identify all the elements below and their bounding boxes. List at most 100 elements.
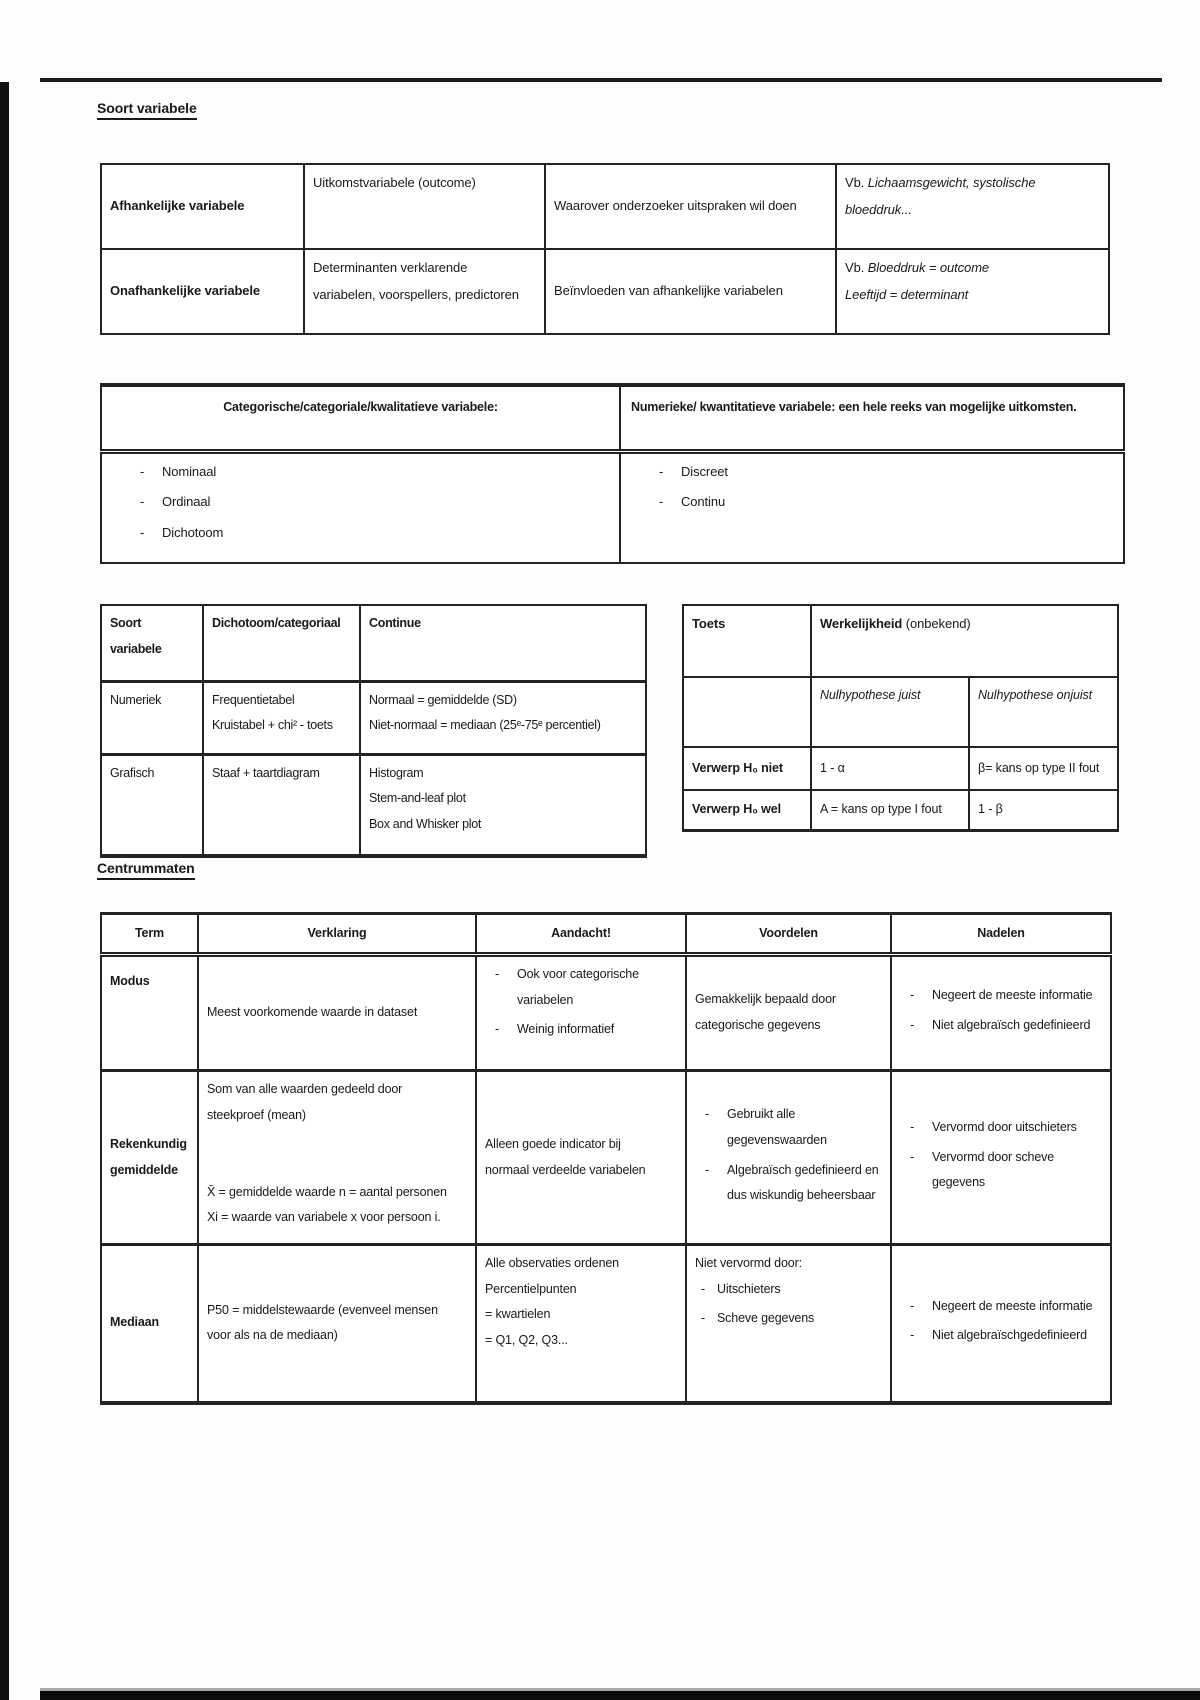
voordelen-list: Uitschieters Scheve gegevens [695, 1277, 882, 1332]
table-row: Nominaal Ordinaal Dichotoom Discreet Con… [100, 450, 1125, 564]
page-bottom-shade [40, 1688, 1200, 1691]
subheader-null-onjuist: Nulhypothese onjuist [967, 676, 1120, 748]
table-row: Numeriek Frequentietabel Kruistabel + ch… [100, 680, 647, 755]
cell-voordelen: Niet vervormd door: Uitschieters Scheve … [685, 1243, 892, 1405]
page-edge-left [0, 82, 9, 1700]
central-tendency-table: Term Verklaring Aandacht! Voordelen Nade… [100, 912, 1112, 1405]
categorical-list: Nominaal Ordinaal Dichotoom [130, 459, 611, 547]
presentation-table: Soort variabele Dichotoom/categoriaal Co… [100, 604, 647, 858]
list-item: Ook voor categorische variabelen [489, 962, 677, 1013]
cell-example: Vb. Bloeddruk = outcome Leeftijd = deter… [835, 248, 1110, 335]
table-row: Soort variabele Dichotoom/categoriaal Co… [100, 604, 647, 683]
cell-label: Numeriek [100, 680, 204, 755]
example-text: Bloeddruk = outcome Leeftijd = determina… [845, 260, 990, 302]
list-item: Negeert de meeste informatie [904, 1294, 1102, 1320]
table-row-rekenkundig: Rekenkundig gemiddelde Som van alle waar… [100, 1069, 1112, 1246]
table-row-modus: Modus Meest voorkomende waarde in datase… [100, 953, 1112, 1072]
voordelen-intro: Niet vervormd door: [695, 1256, 802, 1270]
table-row: Categorische/categoriale/kwalitatieve va… [100, 383, 1125, 454]
werkelijkheid-label: Werkelijkheid [820, 616, 903, 631]
numerical-list: Discreet Continu [649, 459, 1115, 516]
cell-nadelen: Negeert de meeste informatie Niet algebr… [890, 953, 1112, 1072]
cell-verklaring: Som van alle waarden gedeeld door steekp… [197, 1069, 477, 1246]
table-row: Grafisch Staaf + taartdiagram Histogram … [100, 752, 647, 858]
section-heading-variables: Soort variabele [97, 100, 197, 120]
cell-term: Rekenkundig gemiddelde [100, 1069, 199, 1246]
list-item: Vervormd door uitschieters [904, 1115, 1102, 1141]
cell-voordelen: Gemakkelijk bepaald door categorische ge… [685, 953, 892, 1072]
cell-definition: Determinanten verklarende variabelen, vo… [303, 248, 546, 335]
cell-dichotoom: Staaf + taartdiagram [202, 752, 361, 858]
header-voordelen: Voordelen [685, 912, 892, 957]
cell-onjuist: 1 - β [967, 789, 1120, 832]
cell-categorical-list: Nominaal Ordinaal Dichotoom [100, 450, 621, 564]
list-item: Discreet [653, 459, 1115, 486]
werkelijkheid-note: (onbekend) [905, 616, 971, 631]
cell-label: Verwerp H₀ wel [682, 789, 812, 832]
list-item: Weinig informatief [489, 1017, 677, 1043]
list-item: Gebruikt alle gegevenswaarden [699, 1102, 882, 1153]
category-table: Categorische/categoriale/kwalitatieve va… [100, 383, 1125, 564]
table-row: Afhankelijke variabele Uitkomstvariabele… [100, 163, 1110, 250]
list-item: Scheve gegevens [695, 1306, 882, 1332]
cell-aandacht: Alle observaties ordenen Percentielpunte… [475, 1243, 687, 1405]
nadelen-list: Negeert de meeste informatie Niet algebr… [900, 983, 1102, 1038]
page-bottom-bar [40, 1691, 1200, 1700]
header-dichotoom: Dichotoom/categoriaal [202, 604, 361, 683]
aandacht-list: Ook voor categorische variabelen Weinig … [485, 962, 677, 1043]
cell-juist: 1 - α [810, 746, 970, 791]
cell-label: Verwerp H₀ niet [682, 746, 812, 791]
header-aandacht: Aandacht! [475, 912, 687, 957]
header-continue: Continue [359, 604, 647, 683]
list-item: Negeert de meeste informatie [904, 983, 1102, 1009]
subheader-null-juist: Nulhypothese juist [810, 676, 970, 748]
cell-description: Beïnvloeden van afhankelijke variabelen [544, 248, 837, 335]
voordelen-list: Gebruikt alle gegevenswaarden Algebraïsc… [695, 1102, 882, 1209]
table-row: Onafhankelijke variabele Determinanten v… [100, 248, 1110, 335]
list-item: Uitschieters [695, 1277, 882, 1303]
example-prefix: Vb. [845, 175, 865, 190]
list-item: Nominaal [134, 459, 611, 486]
header-numerical: Numerieke/ kwantitatieve variabele: een … [619, 383, 1125, 454]
cell-nadelen: Vervormd door uitschieters Vervormd door… [890, 1069, 1112, 1246]
header-werkelijkheid: Werkelijkheid (onbekend) [809, 604, 1120, 678]
cell-definition: Uitkomstvariabele (outcome) [303, 163, 546, 250]
cell-nadelen: Negeert de meeste informatie Niet algebr… [890, 1243, 1112, 1405]
cell-verklaring: Meest voorkomende waarde in dataset [197, 953, 477, 1072]
cell-label: Grafisch [100, 752, 204, 858]
list-item: Ordinaal [134, 489, 611, 516]
header-nadelen: Nadelen [890, 912, 1112, 957]
cell-aandacht: Alleen goede indicator bij normaal verde… [475, 1069, 687, 1246]
cell-term: Onafhankelijke variabele [100, 248, 305, 335]
example-prefix: Vb. [845, 260, 865, 275]
table-row: Toets Werkelijkheid (onbekend) [682, 604, 1120, 678]
cell-voordelen: Gebruikt alle gegevenswaarden Algebraïsc… [685, 1069, 892, 1246]
table-row: Term Verklaring Aandacht! Voordelen Nade… [100, 912, 1112, 957]
cell-onjuist: β= kans op type II fout [967, 746, 1120, 791]
variables-table: Afhankelijke variabele Uitkomstvariabele… [100, 163, 1110, 335]
cell-aandacht: Ook voor categorische variabelen Weinig … [475, 953, 687, 1072]
header-categorical: Categorische/categoriale/kwalitatieve va… [100, 383, 621, 454]
list-item: Algebraïsch gedefinieerd en dus wiskundi… [699, 1158, 882, 1209]
cell-term: Mediaan [100, 1243, 199, 1405]
cell-continue: Histogram Stem-and-leaf plot Box and Whi… [359, 752, 647, 858]
table-row-mediaan: Mediaan P50 = middelstewaarde (evenveel … [100, 1243, 1112, 1405]
header-term: Term [100, 912, 199, 957]
cell-empty [682, 676, 812, 748]
test-table: Toets Werkelijkheid (onbekend) Nulhypoth… [682, 604, 1120, 832]
cell-example: Vb. Lichaamsgewicht, systolische bloeddr… [835, 163, 1110, 250]
page-top-rule [40, 78, 1162, 82]
table-row: Verwerp H₀ niet 1 - α β= kans op type II… [682, 746, 1120, 791]
example-text: Lichaamsgewicht, systolische bloeddruk..… [845, 175, 1036, 217]
cell-continue: Normaal = gemiddelde (SD) Niet-normaal =… [359, 680, 647, 755]
list-item: Dichotoom [134, 520, 611, 547]
cell-term: Afhankelijke variabele [100, 163, 305, 250]
header-soort-variabele: Soort variabele [100, 604, 204, 683]
table-row: Verwerp H₀ wel A = kans op type I fout 1… [682, 789, 1120, 832]
nadelen-list: Negeert de meeste informatie Niet algebr… [900, 1294, 1102, 1349]
list-item: Continu [653, 489, 1115, 516]
list-item: Niet algebraïschgedefinieerd [904, 1323, 1102, 1349]
cell-dichotoom: Frequentietabel Kruistabel + chi² - toet… [202, 680, 361, 755]
cell-description: Waarover onderzoeker uitspraken wil doen [544, 163, 837, 250]
